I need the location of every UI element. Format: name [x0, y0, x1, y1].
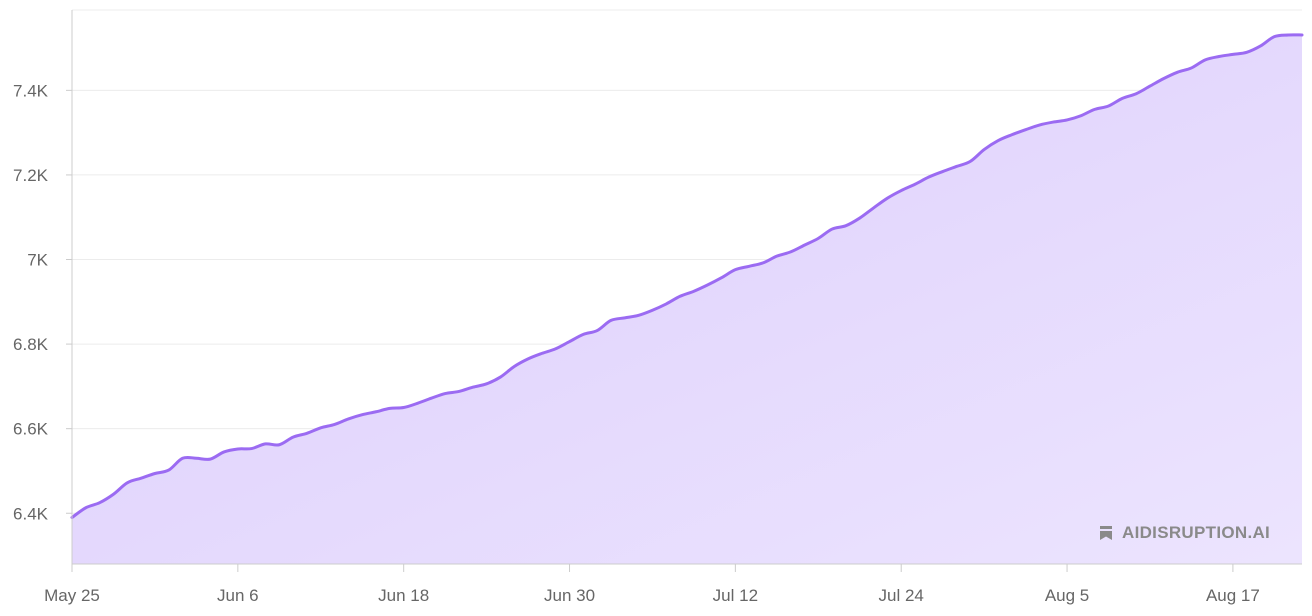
- watermark: AIDISRUPTION.AI: [1098, 523, 1270, 543]
- x-tick-label: Jun 30: [544, 586, 595, 605]
- x-axis-tick-labels: May 25 Jun 6 Jun 18 Jun 30 Jul 12 Jul 24 Aug 5…: [44, 586, 1260, 605]
- axes: [71, 10, 1302, 572]
- x-tick-label: Jul 24: [879, 586, 924, 605]
- x-tick-label: May 25: [44, 586, 100, 605]
- series-area-fill: [72, 34, 1302, 564]
- x-tick-label: Jun 6: [217, 586, 259, 605]
- watermark-text: AIDISRUPTION.AI: [1122, 523, 1271, 542]
- x-tick-label: Jun 18: [378, 586, 429, 605]
- bookmark-logo-icon: [1100, 526, 1112, 540]
- y-axis-tick-labels: 6.4K 6.6K 6.8K 7K 7.2K 7.4K: [13, 81, 49, 523]
- y-tick-label: 6.8K: [13, 335, 49, 354]
- y-tick-label: 6.6K: [13, 420, 49, 439]
- y-tick-label: 7.2K: [13, 166, 49, 185]
- x-tick-label: Aug 17: [1206, 586, 1260, 605]
- y-tick-label: 6.4K: [13, 504, 49, 523]
- x-tick-label: Jul 12: [713, 586, 758, 605]
- y-tick-label: 7K: [27, 251, 48, 270]
- y-tick-label: 7.4K: [13, 81, 49, 100]
- series-line: [70, 33, 1304, 519]
- x-tick-label: Aug 5: [1045, 586, 1089, 605]
